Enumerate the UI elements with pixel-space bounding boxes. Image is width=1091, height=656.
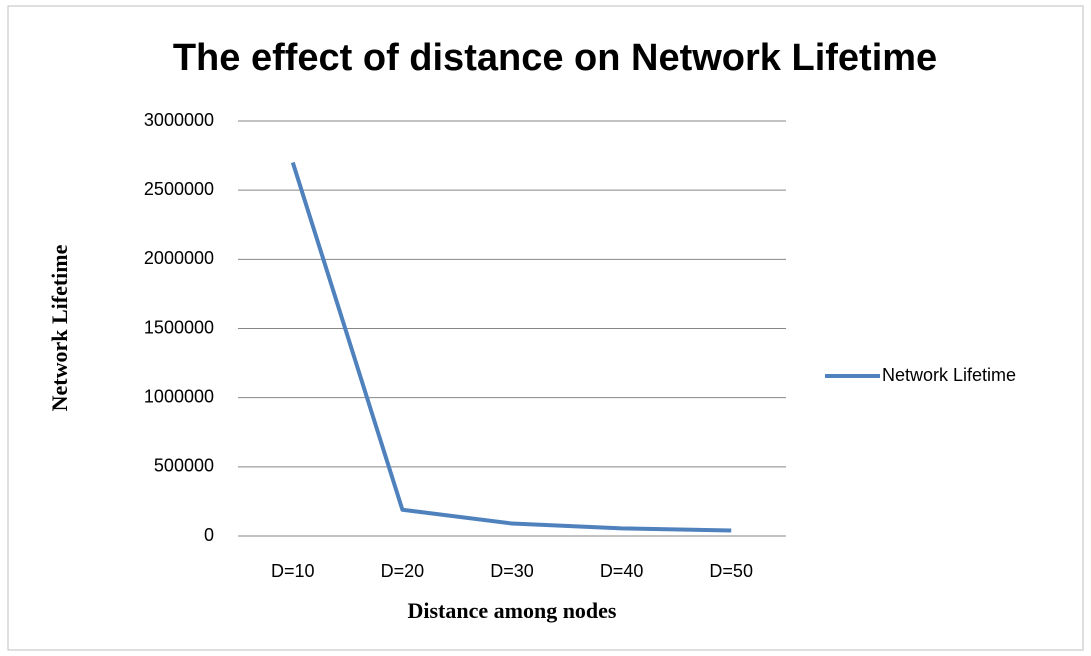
y-tick-label: 2000000 (144, 248, 214, 268)
y-tick-label: 2500000 (144, 179, 214, 199)
x-tick-label: D=40 (600, 561, 644, 581)
x-tick-label: D=30 (490, 561, 534, 581)
y-axis-label: Network Lifetime (47, 244, 72, 411)
y-tick-label: 0 (204, 525, 214, 545)
legend-label: Network Lifetime (882, 365, 1016, 385)
y-tick-label: 1000000 (144, 386, 214, 406)
y-tick-label: 3000000 (144, 110, 214, 130)
chart-title: The effect of distance on Network Lifeti… (173, 37, 937, 79)
y-tick-label: 1500000 (144, 317, 214, 337)
line-series (290, 161, 732, 533)
x-tick-label: D=50 (709, 561, 753, 581)
x-tick-label: D=10 (271, 561, 315, 581)
x-axis-label: Distance among nodes (407, 598, 616, 623)
x-tick-label: D=20 (381, 561, 425, 581)
y-tick-label: 500000 (154, 456, 214, 476)
